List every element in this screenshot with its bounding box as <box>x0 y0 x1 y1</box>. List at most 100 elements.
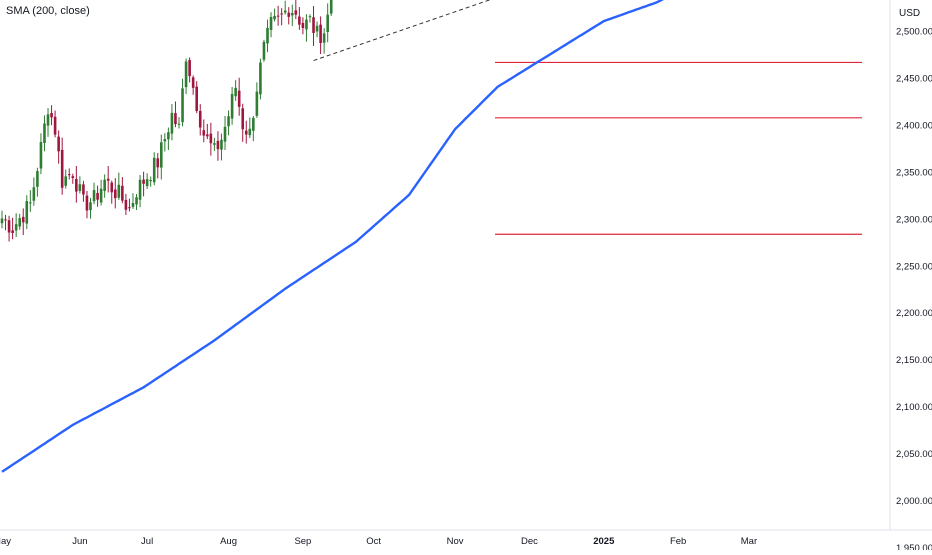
candle <box>53 110 57 138</box>
candle-body <box>131 203 135 207</box>
x-tick-label: Aug <box>220 536 237 547</box>
candle <box>110 180 114 204</box>
candle <box>152 152 156 186</box>
candle-body <box>64 176 68 186</box>
candle-body <box>152 157 156 183</box>
candle <box>46 108 50 137</box>
candle-body <box>266 27 269 44</box>
candle-body <box>195 86 198 111</box>
candle <box>209 122 213 156</box>
candle-body <box>99 188 103 203</box>
candle <box>170 104 174 141</box>
candle-body <box>67 174 71 176</box>
candle-body <box>319 24 322 44</box>
y-tick-label: 1,950.00 <box>896 543 932 550</box>
candle-body <box>96 192 99 200</box>
candle <box>85 190 89 219</box>
y-tick-label: 2,150.00 <box>896 355 932 366</box>
candle <box>188 57 191 83</box>
candle <box>237 77 241 116</box>
candle <box>75 166 78 203</box>
candle <box>206 123 209 140</box>
candle-body <box>11 230 14 233</box>
candle-body <box>259 62 262 95</box>
candle-body <box>14 224 18 231</box>
candle <box>149 176 152 187</box>
candle <box>78 176 82 194</box>
candle-body <box>121 185 124 201</box>
candle <box>230 87 234 125</box>
candle <box>252 115 255 142</box>
candle <box>71 173 75 184</box>
candle <box>213 137 216 152</box>
candle <box>96 185 99 207</box>
candle-body <box>170 112 174 134</box>
candle-body <box>21 216 25 223</box>
candle-body <box>269 16 273 31</box>
candle-body <box>220 139 223 150</box>
price-axis <box>890 0 932 550</box>
y-tick-label: 2,500.00 <box>896 27 932 38</box>
candle <box>36 167 39 197</box>
candle-body <box>262 41 266 60</box>
candle-body <box>216 140 220 150</box>
candle-body <box>145 179 149 187</box>
candle-body <box>4 219 7 221</box>
candle <box>50 105 53 126</box>
candle <box>167 127 170 150</box>
candle <box>322 28 326 54</box>
candle-body <box>32 187 36 201</box>
candle-body <box>124 199 128 210</box>
candle <box>135 194 138 211</box>
x-tick-label: Dec <box>521 536 538 547</box>
candle-body <box>322 33 326 43</box>
x-tick-label: Oct <box>366 536 381 547</box>
candle-body <box>283 10 287 13</box>
candle <box>184 58 188 95</box>
candle <box>319 16 322 55</box>
candle-body <box>174 113 177 125</box>
candle <box>181 78 184 127</box>
candle <box>326 3 329 43</box>
candle-body <box>244 130 248 135</box>
x-tick-label: Feb <box>670 536 686 547</box>
candle-body <box>117 184 121 198</box>
y-tick-label: 2,100.00 <box>896 402 932 413</box>
currency-label: USD <box>899 8 921 19</box>
candle <box>124 193 128 215</box>
candle-body <box>138 179 142 200</box>
candle <box>244 120 248 144</box>
candle <box>298 7 301 30</box>
candle <box>301 17 305 35</box>
candle <box>287 7 291 25</box>
candle <box>89 197 92 219</box>
x-tick-label: Mar <box>741 536 757 547</box>
x-tick-label: 2025 <box>593 536 615 547</box>
candle <box>106 166 110 193</box>
candle-body <box>276 15 280 17</box>
y-tick-label: 2,450.00 <box>896 73 932 84</box>
candle <box>64 169 68 189</box>
y-tick-label: 2,300.00 <box>896 214 932 225</box>
candle <box>329 0 333 16</box>
candle-body <box>206 134 209 137</box>
candle-body <box>252 117 255 131</box>
y-tick-label: 2,250.00 <box>896 261 932 272</box>
candle-body <box>237 90 241 107</box>
candle-body <box>18 218 21 227</box>
candle <box>283 0 287 15</box>
candle <box>174 101 177 128</box>
candle <box>290 4 294 26</box>
candle <box>7 215 11 242</box>
candle <box>11 217 14 240</box>
x-tick-label: Sep <box>294 536 311 547</box>
candle <box>156 152 160 179</box>
candle <box>259 58 262 100</box>
candle-body <box>106 178 110 181</box>
candle-body <box>177 123 181 125</box>
candle-body <box>213 143 216 145</box>
candle <box>131 193 135 209</box>
candle <box>128 198 131 212</box>
